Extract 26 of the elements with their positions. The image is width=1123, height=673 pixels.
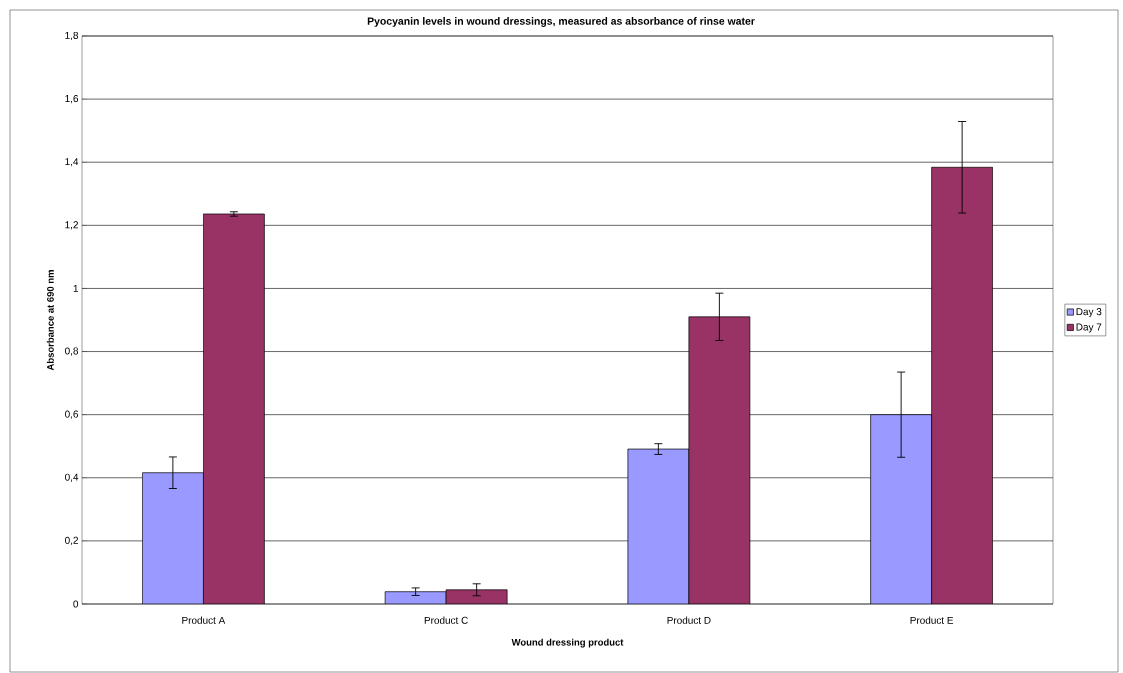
y-tick-label: 1,6: [65, 94, 79, 104]
y-tick-label: 1,2: [65, 221, 78, 230]
bar: [142, 472, 204, 604]
chart-title: Pyocyanin levels in wound dressings, measured as absorbance of rinse water: [367, 17, 755, 27]
y-tick-label: 1,4: [65, 158, 79, 167]
legend-label: Day 7: [1076, 323, 1102, 333]
bar: [870, 414, 932, 604]
bar: [203, 213, 265, 604]
y-tick-label: 1,8: [65, 31, 79, 41]
y-tick-label: 0,2: [65, 536, 78, 546]
bar: [445, 589, 508, 604]
bar: [931, 166, 993, 604]
x-tick-label: Product E: [910, 616, 954, 624]
x-axis-title: Wound dressing product: [511, 638, 624, 648]
y-tick-label: 1: [73, 285, 78, 292]
x-tick-label: Product C: [424, 616, 468, 624]
bar: [627, 448, 690, 604]
y-tick-label: 0,4: [65, 473, 79, 482]
y-axis-title: Absorbance at 690 nm: [46, 270, 54, 371]
y-tick-label: 0,8: [65, 347, 79, 356]
legend-label: Day 3: [1076, 308, 1102, 318]
x-tick-label: Product A: [182, 616, 226, 624]
y-tick-label: 0,6: [65, 410, 79, 419]
y-tick-label: 0: [73, 600, 79, 608]
x-tick-label: Product D: [667, 616, 711, 624]
bar: [688, 316, 751, 604]
